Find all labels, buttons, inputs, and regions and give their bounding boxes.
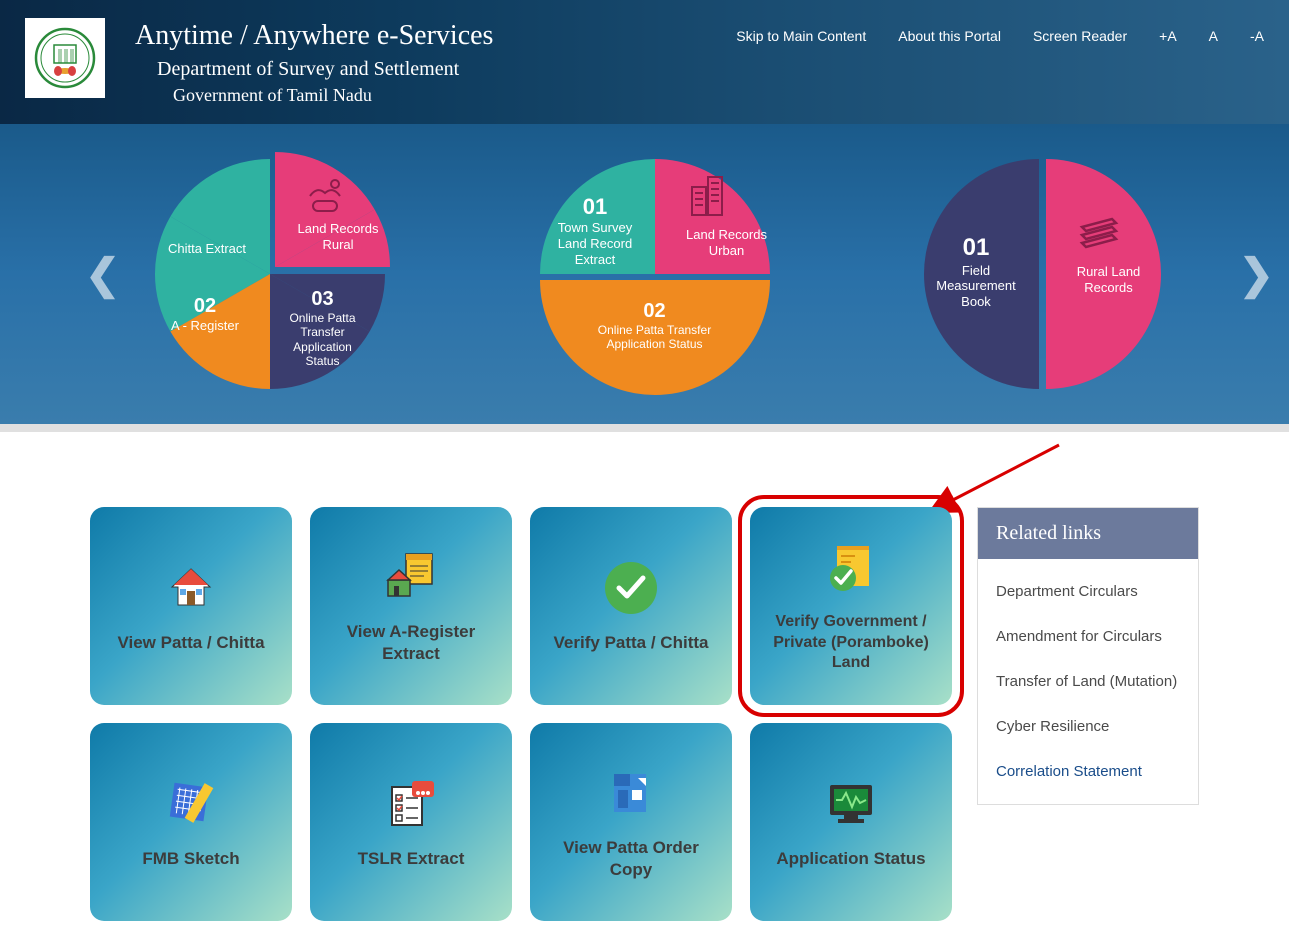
header: Anytime / Anywhere e-Services Department… [0, 0, 1289, 124]
sidebar-link-dept-circulars[interactable]: Department Circulars [978, 569, 1198, 614]
house-icon [161, 558, 221, 618]
about-link[interactable]: About this Portal [898, 28, 1001, 44]
card-verify-govt-private-land[interactable]: Verify Government / Private (Poramboke) … [750, 507, 952, 705]
pie-chart-3[interactable]: 01 Field Measurement Book Rural Land Rec… [904, 139, 1174, 409]
font-increase[interactable]: +A [1159, 28, 1177, 44]
card-fmb-sketch[interactable]: FMB Sketch [90, 723, 292, 921]
card-tslr-extract[interactable]: TSLR Extract [310, 723, 512, 921]
font-normal[interactable]: A [1209, 28, 1218, 44]
card-view-patta-chitta[interactable]: View Patta / Chitta [90, 507, 292, 705]
divider-strip [0, 424, 1289, 432]
font-decrease[interactable]: -A [1250, 28, 1264, 44]
card-title: Application Status [776, 848, 925, 870]
sidebar-body: Department Circulars Amendment for Circu… [978, 559, 1198, 804]
card-title: View A-Register Extract [328, 621, 494, 665]
skip-link[interactable]: Skip to Main Content [736, 28, 866, 44]
title-block: Anytime / Anywhere e-Services Department… [135, 18, 706, 106]
sidebar-link-correlation[interactable]: Correlation Statement [978, 749, 1198, 794]
card-application-status[interactable]: Application Status [750, 723, 952, 921]
sidebar-link-cyber-resilience[interactable]: Cyber Resilience [978, 704, 1198, 749]
doc-check-icon [821, 538, 881, 598]
card-verify-patta-chitta[interactable]: Verify Patta / Chitta [530, 507, 732, 705]
check-green-icon [601, 558, 661, 618]
screen-reader-link[interactable]: Screen Reader [1033, 28, 1127, 44]
card-title: Verify Patta / Chitta [554, 632, 709, 654]
annotation-arrow [924, 440, 1064, 515]
register-icon [381, 547, 441, 607]
doc-copy-icon [601, 763, 661, 823]
monitor-icon [821, 774, 881, 834]
pie-chart-2[interactable]: 01 Town Survey Land Record Extract Land … [520, 139, 790, 409]
carousel-prev-icon[interactable]: ❮ [85, 250, 120, 299]
card-view-a-register[interactable]: View A-Register Extract [310, 507, 512, 705]
form-icon [381, 774, 441, 834]
ruler-icon [161, 774, 221, 834]
card-title: TSLR Extract [358, 848, 465, 870]
sidebar-link-transfer-land[interactable]: Transfer of Land (Mutation) [978, 659, 1198, 704]
card-title: Verify Government / Private (Poramboke) … [768, 612, 934, 674]
govt-logo [25, 18, 105, 98]
sidebar-link-amendment[interactable]: Amendment for Circulars [978, 614, 1198, 659]
dept-title: Department of Survey and Settlement [157, 58, 706, 81]
govt-title: Government of Tamil Nadu [173, 85, 706, 106]
card-view-patta-order-copy[interactable]: View Patta Order Copy [530, 723, 732, 921]
page-title: Anytime / Anywhere e-Services [135, 20, 706, 52]
card-title: View Patta Order Copy [548, 837, 714, 881]
banner-carousel: ❮ ❯ Chitta Extract Land Records Rural 02 [0, 124, 1289, 424]
pie-chart-1[interactable]: Chitta Extract Land Records Rural 02 A -… [135, 139, 405, 409]
card-title: View Patta / Chitta [117, 632, 264, 654]
main-content: View Patta / Chitta View A-Register Extr… [0, 432, 1289, 951]
cards-grid: View Patta / Chitta View A-Register Extr… [90, 507, 952, 921]
related-links-sidebar: Related links Department Circulars Amend… [977, 507, 1199, 805]
sidebar-header: Related links [978, 508, 1198, 559]
card-title: FMB Sketch [142, 848, 239, 870]
carousel-next-icon[interactable]: ❯ [1239, 250, 1274, 299]
top-links: Skip to Main Content About this Portal S… [736, 18, 1264, 44]
